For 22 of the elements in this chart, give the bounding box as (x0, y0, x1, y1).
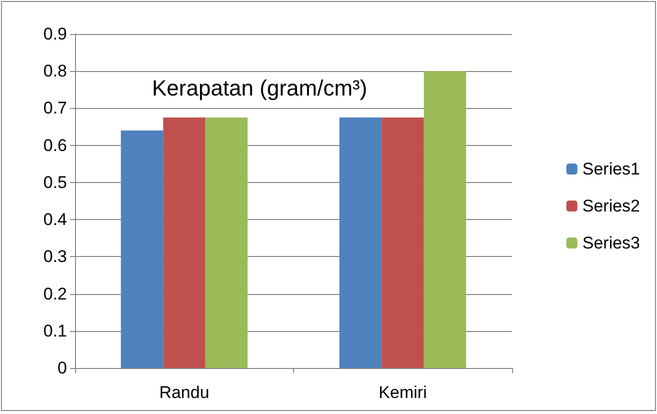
y-tick-label: 0.4 (43, 210, 67, 230)
x-tick-label: Randu (159, 383, 210, 402)
y-tick-label: 0.7 (43, 98, 67, 118)
x-tick-label: Kemiri (378, 383, 427, 402)
legend-label: Series1 (582, 160, 640, 178)
y-tick-label: 0.5 (43, 172, 67, 192)
y-tick-label: 0 (58, 358, 67, 378)
bar (382, 118, 424, 368)
y-tick-label: 0.8 (43, 62, 67, 81)
bar (339, 118, 382, 368)
y-tick-label: 0.6 (43, 136, 67, 155)
y-tick-label: 0.3 (43, 247, 67, 266)
legend-label: Series2 (582, 196, 640, 216)
bar (205, 118, 248, 368)
bar (120, 130, 164, 368)
bar (163, 118, 206, 368)
legend-label: Series3 (582, 234, 640, 252)
y-tick-label: 0.1 (43, 321, 67, 340)
text: Kerapatan (gram/cm³) (152, 76, 368, 100)
y-tick-label: 0.2 (43, 284, 67, 304)
y-tick-label: 0.9 (43, 24, 67, 44)
bar (424, 71, 466, 368)
